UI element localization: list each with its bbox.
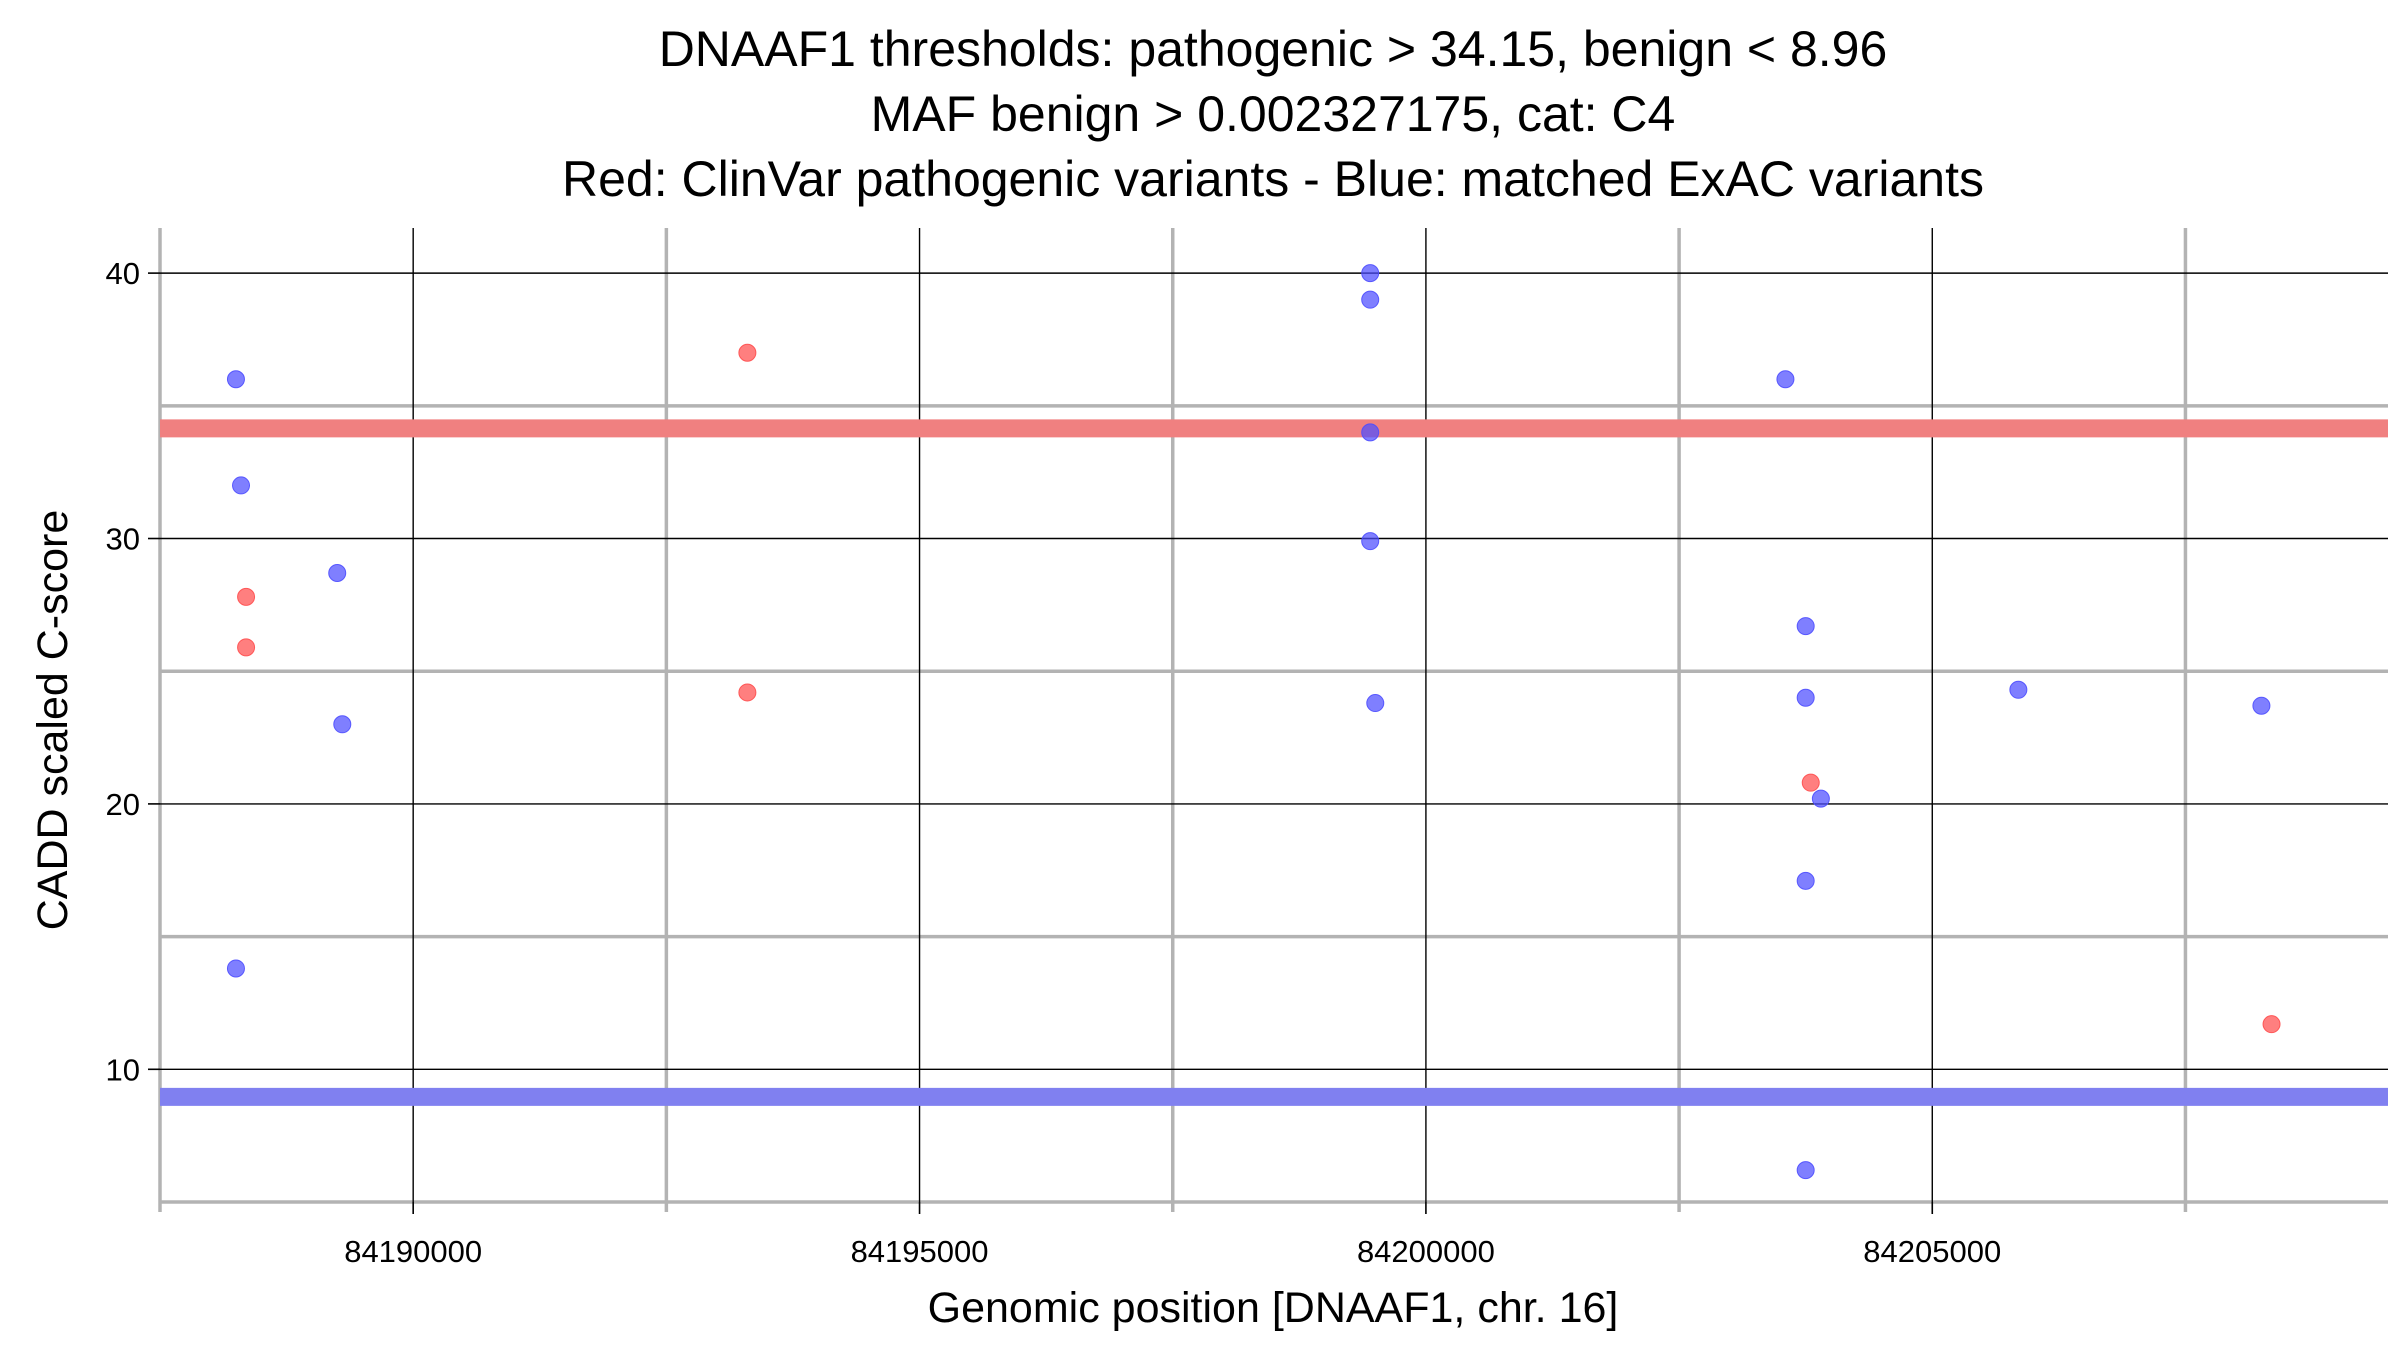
x-tick-label: 84195000 [851,1234,989,1269]
data-point [1796,617,1815,636]
data-point [738,343,757,362]
y-tick-label: 30 [106,522,140,557]
data-point [1796,688,1815,707]
data-point [1361,423,1380,442]
data-point [1801,773,1820,792]
data-points [226,264,2281,1180]
data-point [1796,1161,1815,1180]
major-grid [160,228,2388,1202]
title-line-3: Red: ClinVar pathogenic variants - Blue:… [562,151,1984,207]
data-point [1361,532,1380,551]
y-axis-label: CADD scaled C-score [29,510,77,931]
y-tick-label: 20 [106,787,140,822]
data-point [1776,370,1795,389]
data-point [237,587,256,606]
data-point [1366,694,1385,713]
x-tick-label: 84190000 [344,1234,482,1269]
chart-title: DNAAF1 thresholds: pathogenic > 34.15, b… [562,21,1984,207]
data-point [2009,680,2028,699]
data-point [1811,789,1830,808]
y-tick-label: 40 [106,256,140,291]
title-line-2: MAF benign > 0.002327175, cat: C4 [871,86,1676,142]
data-point [2262,1015,2281,1034]
data-point [328,564,347,583]
data-point [738,683,757,702]
data-point [1796,871,1815,890]
y-tick-labels: 10 20 30 40 [106,256,140,1087]
minor-grid [158,228,2388,1212]
x-axis-label: Genomic position [DNAAF1, chr. 16] [928,1284,1619,1332]
x-tick-label: 84205000 [1863,1234,2001,1269]
data-point [1361,290,1380,309]
data-point [1361,264,1380,283]
data-point [333,715,352,734]
x-tick-labels: 84190000 84195000 84200000 84205000 [344,1234,2001,1269]
y-tick-label: 10 [106,1052,140,1087]
data-point [237,638,256,657]
x-tick-label: 84200000 [1357,1234,1495,1269]
axis-ticks [148,272,1934,1214]
threshold-lines [160,419,2388,1106]
title-line-1: DNAAF1 thresholds: pathogenic > 34.15, b… [659,21,1888,77]
data-point [226,959,245,978]
data-point [232,476,251,495]
data-point [2252,696,2271,715]
data-point [226,370,245,389]
